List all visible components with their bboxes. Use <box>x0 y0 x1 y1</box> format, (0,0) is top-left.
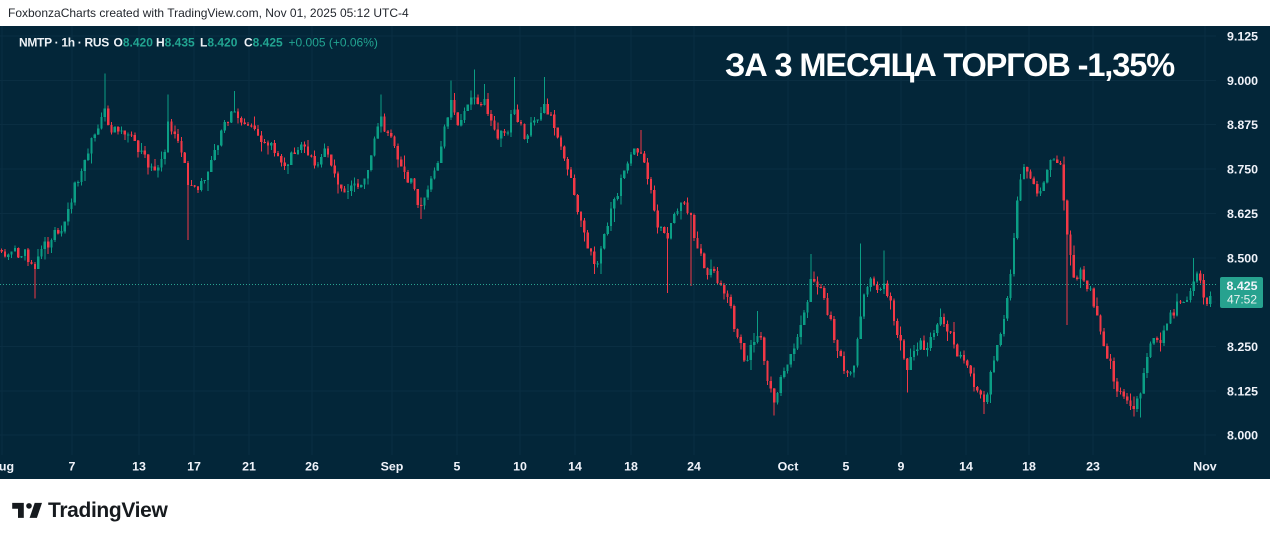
svg-text:5: 5 <box>843 460 850 474</box>
svg-text:8.425: 8.425 <box>1226 279 1257 293</box>
svg-text:5: 5 <box>454 460 461 474</box>
svg-text:10: 10 <box>513 460 527 474</box>
svg-text:8.000: 8.000 <box>1227 429 1258 443</box>
svg-text:14: 14 <box>568 460 582 474</box>
svg-text:9.125: 9.125 <box>1227 30 1258 44</box>
svg-text:+0.005 (+0.06%): +0.005 (+0.06%) <box>289 36 378 50</box>
svg-text:47:52: 47:52 <box>1227 293 1257 307</box>
svg-text:23: 23 <box>1086 460 1100 474</box>
svg-text:8.875: 8.875 <box>1227 118 1258 132</box>
svg-text:8.500: 8.500 <box>1227 251 1258 265</box>
svg-text:H8.435: H8.435 <box>156 36 195 50</box>
svg-text:14: 14 <box>959 460 973 474</box>
svg-text:9.000: 9.000 <box>1227 74 1258 88</box>
svg-text:8.250: 8.250 <box>1227 340 1258 354</box>
svg-text:21: 21 <box>242 460 256 474</box>
svg-text:C8.425: C8.425 <box>244 36 283 50</box>
svg-text:8.750: 8.750 <box>1227 163 1258 177</box>
svg-text:18: 18 <box>624 460 638 474</box>
svg-text:O8.420: O8.420 <box>114 36 154 50</box>
svg-text:Oct: Oct <box>778 460 799 474</box>
svg-text:L8.420: L8.420 <box>200 36 238 50</box>
svg-text:9: 9 <box>898 460 905 474</box>
svg-text:26: 26 <box>305 460 319 474</box>
svg-text:Sep: Sep <box>381 460 404 474</box>
svg-text:17: 17 <box>187 460 201 474</box>
svg-text:24: 24 <box>687 460 701 474</box>
svg-text:18: 18 <box>1022 460 1036 474</box>
svg-text:8.125: 8.125 <box>1227 384 1258 398</box>
svg-text:ЗА 3 МЕСЯЦА ТОРГОВ -1,35%: ЗА 3 МЕСЯЦА ТОРГОВ -1,35% <box>725 47 1175 83</box>
svg-text:7: 7 <box>69 460 76 474</box>
svg-text:Aug: Aug <box>0 460 14 474</box>
svg-text:13: 13 <box>132 460 146 474</box>
svg-text:8.625: 8.625 <box>1227 207 1258 221</box>
svg-text:TradingView: TradingView <box>48 499 168 522</box>
svg-text:NMTP · 1h · RUS: NMTP · 1h · RUS <box>19 36 109 50</box>
svg-text:Nov: Nov <box>1193 460 1217 474</box>
